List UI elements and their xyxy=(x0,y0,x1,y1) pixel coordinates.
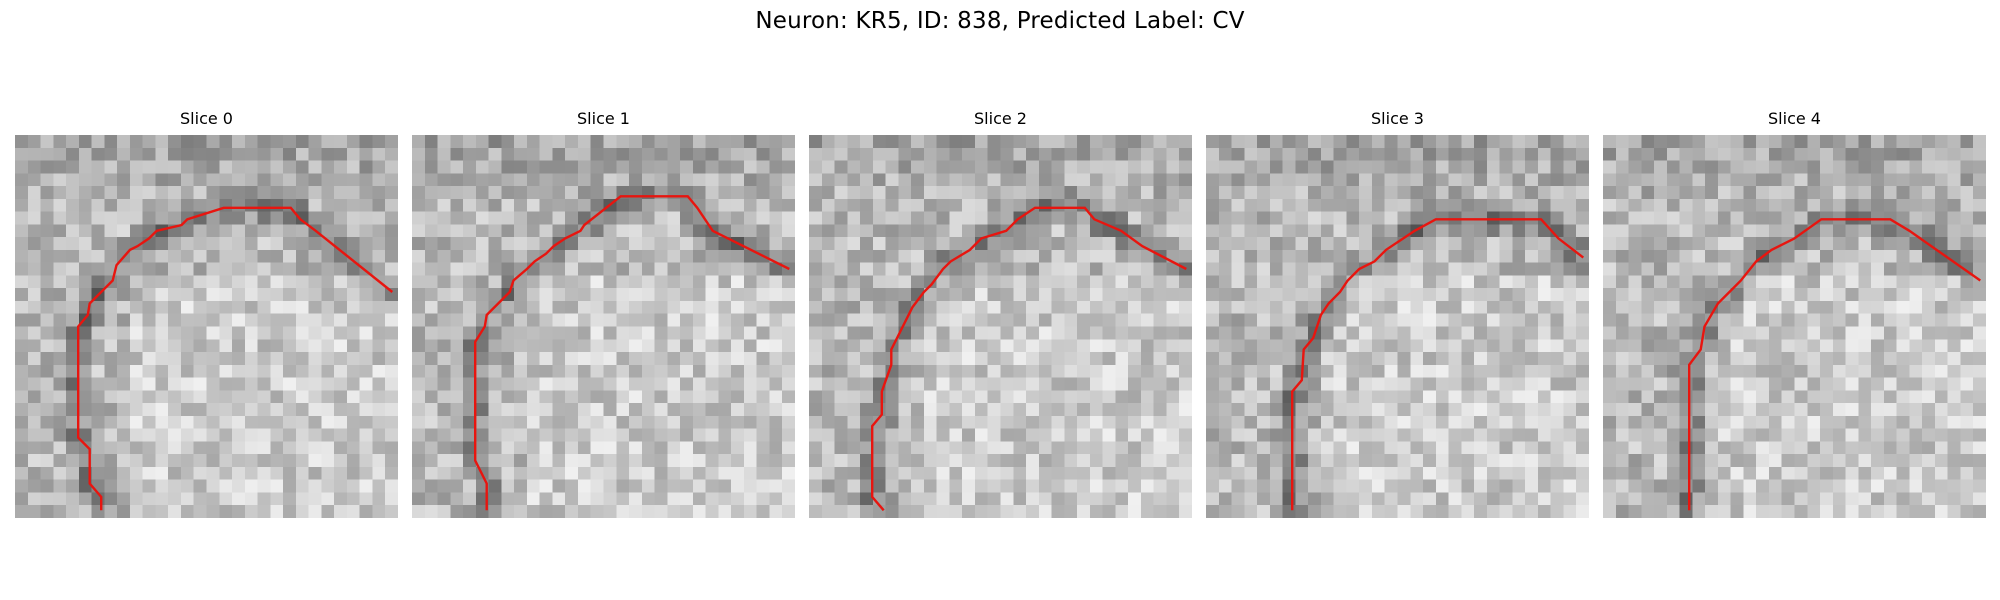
slice-title: Slice 1 xyxy=(577,109,630,128)
contour-overlay xyxy=(1687,218,1981,511)
contour-overlay xyxy=(474,195,790,511)
contour-overlay xyxy=(77,206,394,511)
slice-title: Slice 2 xyxy=(974,109,1027,128)
microscopy-image xyxy=(1603,135,1986,518)
contour-overlay xyxy=(871,206,1187,512)
slice-title: Slice 0 xyxy=(180,109,233,128)
slice-title: Slice 4 xyxy=(1768,109,1821,128)
contour-overlay xyxy=(1290,218,1585,511)
neuron-contour-line xyxy=(1687,218,1981,511)
neuron-contour-line xyxy=(474,195,790,511)
neuron-contour-line xyxy=(77,206,394,511)
neuron-contour-line xyxy=(871,206,1187,512)
neuron-contour-line xyxy=(1290,218,1585,511)
figure-title: Neuron: KR5, ID: 838, Predicted Label: C… xyxy=(755,8,1245,34)
microscopy-image xyxy=(1206,135,1589,518)
slice-title: Slice 3 xyxy=(1371,109,1424,128)
